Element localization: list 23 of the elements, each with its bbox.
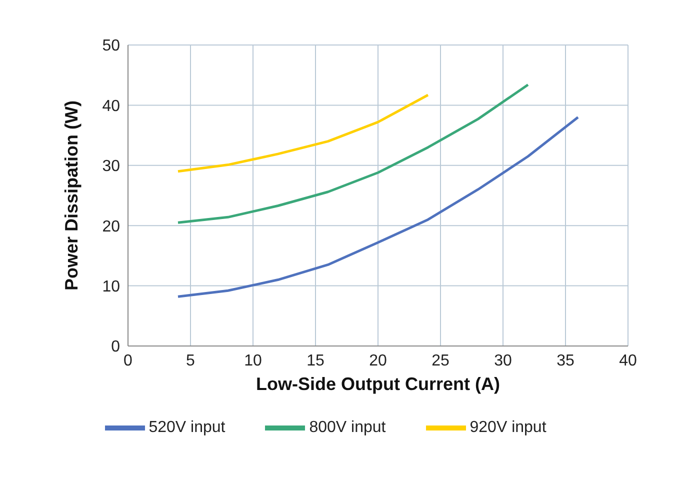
y-tick-label: 30 [102, 158, 120, 176]
x-tick-label: 5 [186, 352, 196, 370]
y-tick-label: 10 [102, 278, 120, 296]
x-tick-label: 30 [494, 352, 512, 370]
y-tick-label: 0 [111, 338, 120, 356]
x-tick-label: 40 [619, 352, 637, 370]
x-tick-label: 20 [369, 352, 387, 370]
y-tick-label: 20 [102, 218, 120, 236]
x-tick-label: 35 [556, 352, 574, 370]
line-series [176, 83, 530, 224]
legend-label: 520V input [148, 419, 226, 436]
x-tick-label: 25 [432, 352, 450, 370]
line-series [176, 94, 430, 173]
x-tick-label: 15 [306, 352, 324, 370]
legend-label: 800V input [309, 419, 386, 436]
y-tick-label: 50 [102, 38, 120, 55]
line-series [176, 116, 580, 298]
y-axis-title: Power Dissipation (W) [61, 100, 82, 291]
y-tick-label: 40 [102, 98, 120, 115]
legend-label: 920V input [470, 419, 546, 436]
x-tick-label: 10 [244, 352, 262, 370]
x-tick-label: 0 [124, 352, 133, 370]
x-axis-title: Low-Side Output Current (A) [256, 374, 500, 394]
